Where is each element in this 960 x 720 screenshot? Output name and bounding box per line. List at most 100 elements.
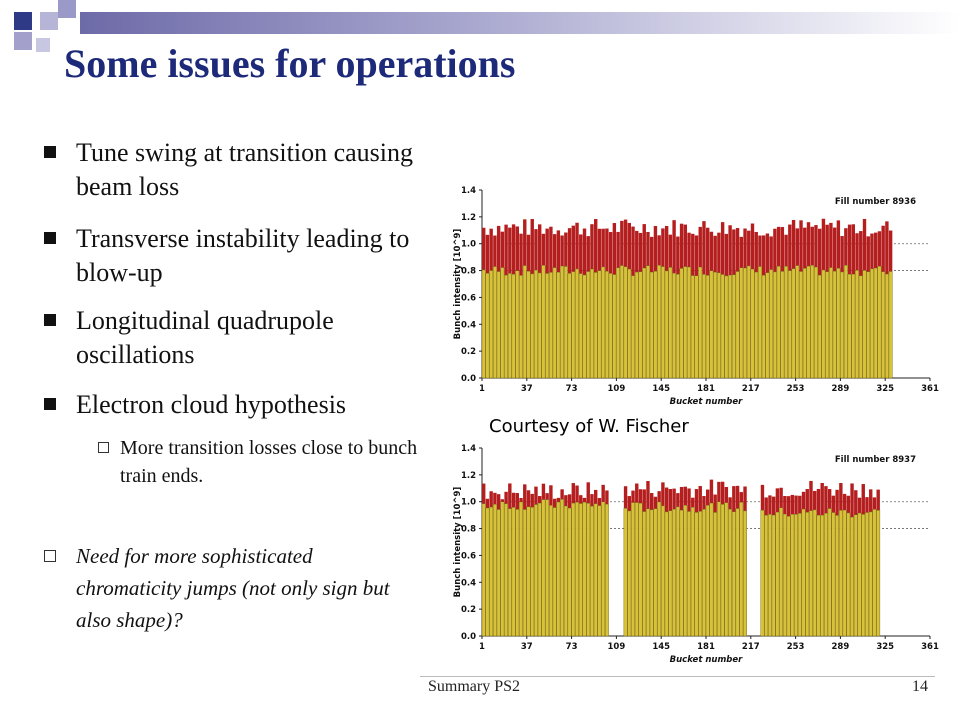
bar-upper xyxy=(794,495,798,515)
y-tick-label: 1.4 xyxy=(461,444,476,454)
x-tick-label: 1 xyxy=(479,384,485,394)
bar-lower xyxy=(567,507,572,637)
bar-upper xyxy=(735,228,740,272)
bar-upper xyxy=(773,228,777,272)
bar-upper xyxy=(818,228,822,276)
bar-lower xyxy=(638,271,643,379)
bar-lower xyxy=(787,270,792,379)
bar-upper xyxy=(601,484,605,502)
bar-lower xyxy=(631,275,635,379)
bar-upper xyxy=(496,494,501,510)
bar-upper xyxy=(775,488,780,513)
bar-lower xyxy=(850,516,854,637)
bar-lower xyxy=(754,271,759,379)
bar-lower xyxy=(489,270,494,379)
bar-lower xyxy=(873,267,878,379)
bar-lower xyxy=(556,271,561,379)
bar-lower xyxy=(687,266,691,379)
y-tick-label: 0.6 xyxy=(461,551,476,561)
bar-lower xyxy=(664,270,669,379)
bar-upper xyxy=(735,485,740,509)
bar-lower xyxy=(795,265,800,379)
bar-lower xyxy=(743,510,747,637)
x-axis-label: Bucket number xyxy=(670,397,744,407)
decor-square-5 xyxy=(36,38,50,52)
bar-upper xyxy=(813,490,817,510)
bar-lower xyxy=(775,511,780,637)
page-number: 14 xyxy=(912,678,928,695)
bar-lower xyxy=(672,272,676,379)
bar-upper xyxy=(713,494,717,513)
y-tick-label: 0.8 xyxy=(461,525,476,535)
bar-lower xyxy=(784,266,788,379)
sub-bullet-text: More transition losses close to bunch tr… xyxy=(120,437,418,487)
bar-lower xyxy=(831,512,836,637)
bar-upper xyxy=(541,233,546,266)
bar-lower xyxy=(493,504,497,637)
bar-upper xyxy=(809,480,813,511)
bar-lower xyxy=(698,511,703,637)
bar-upper xyxy=(765,233,770,273)
bar-lower xyxy=(805,512,810,637)
bar-upper xyxy=(687,488,691,512)
bar-upper xyxy=(795,228,799,266)
x-tick-label: 1 xyxy=(479,642,485,652)
bar-upper xyxy=(801,491,806,510)
bar-upper xyxy=(523,484,527,510)
bar-upper xyxy=(851,224,855,275)
bar-lower xyxy=(771,514,776,637)
bar-upper xyxy=(717,232,721,273)
bar-lower xyxy=(552,267,557,379)
bar-lower xyxy=(857,512,862,637)
bar-lower xyxy=(853,514,858,637)
x-tick-label: 109 xyxy=(608,642,626,652)
bar-lower xyxy=(842,509,847,637)
bar-upper xyxy=(842,493,847,511)
bar-upper xyxy=(582,497,587,503)
bar-lower xyxy=(720,504,725,637)
bar-lower xyxy=(690,507,695,637)
bar-lower xyxy=(485,273,490,379)
bar-upper xyxy=(575,222,579,269)
bar-lower xyxy=(724,502,729,637)
bar-lower xyxy=(534,504,538,637)
bar-lower xyxy=(582,274,587,379)
bar-upper xyxy=(526,490,531,507)
bar-lower xyxy=(575,268,579,379)
bar-upper xyxy=(743,228,747,269)
bar-lower xyxy=(567,273,572,379)
bar-lower xyxy=(612,274,617,379)
bar-lower xyxy=(534,269,538,379)
bar-lower xyxy=(872,509,877,637)
bar-lower xyxy=(855,270,859,379)
bar-upper xyxy=(567,494,572,509)
bar-lower xyxy=(820,514,825,637)
bar-upper xyxy=(720,222,725,275)
bar-lower xyxy=(679,268,684,379)
bar-upper xyxy=(743,486,747,511)
bar-upper xyxy=(571,225,575,272)
bar-lower xyxy=(858,275,863,379)
bar-upper xyxy=(872,497,877,510)
bar-lower xyxy=(810,265,815,379)
bar-upper xyxy=(605,228,609,272)
bar-lower xyxy=(765,272,770,379)
bar-upper xyxy=(579,234,583,274)
bar-upper xyxy=(552,234,557,268)
bar-upper xyxy=(683,486,687,506)
bar-lower xyxy=(664,511,669,637)
bar-upper xyxy=(679,486,684,511)
bar-upper xyxy=(672,220,676,274)
bar-upper xyxy=(586,482,590,504)
bar-lower xyxy=(642,511,647,637)
bar-lower xyxy=(653,508,658,637)
bar-upper xyxy=(874,232,878,268)
bar-upper xyxy=(698,226,702,268)
bar-upper xyxy=(783,496,787,515)
bar-upper xyxy=(824,486,828,514)
bar-upper xyxy=(869,489,873,512)
bar-upper xyxy=(590,224,594,269)
bar-lower xyxy=(496,509,501,637)
bar-upper xyxy=(881,225,885,272)
bar-lower xyxy=(500,267,505,379)
